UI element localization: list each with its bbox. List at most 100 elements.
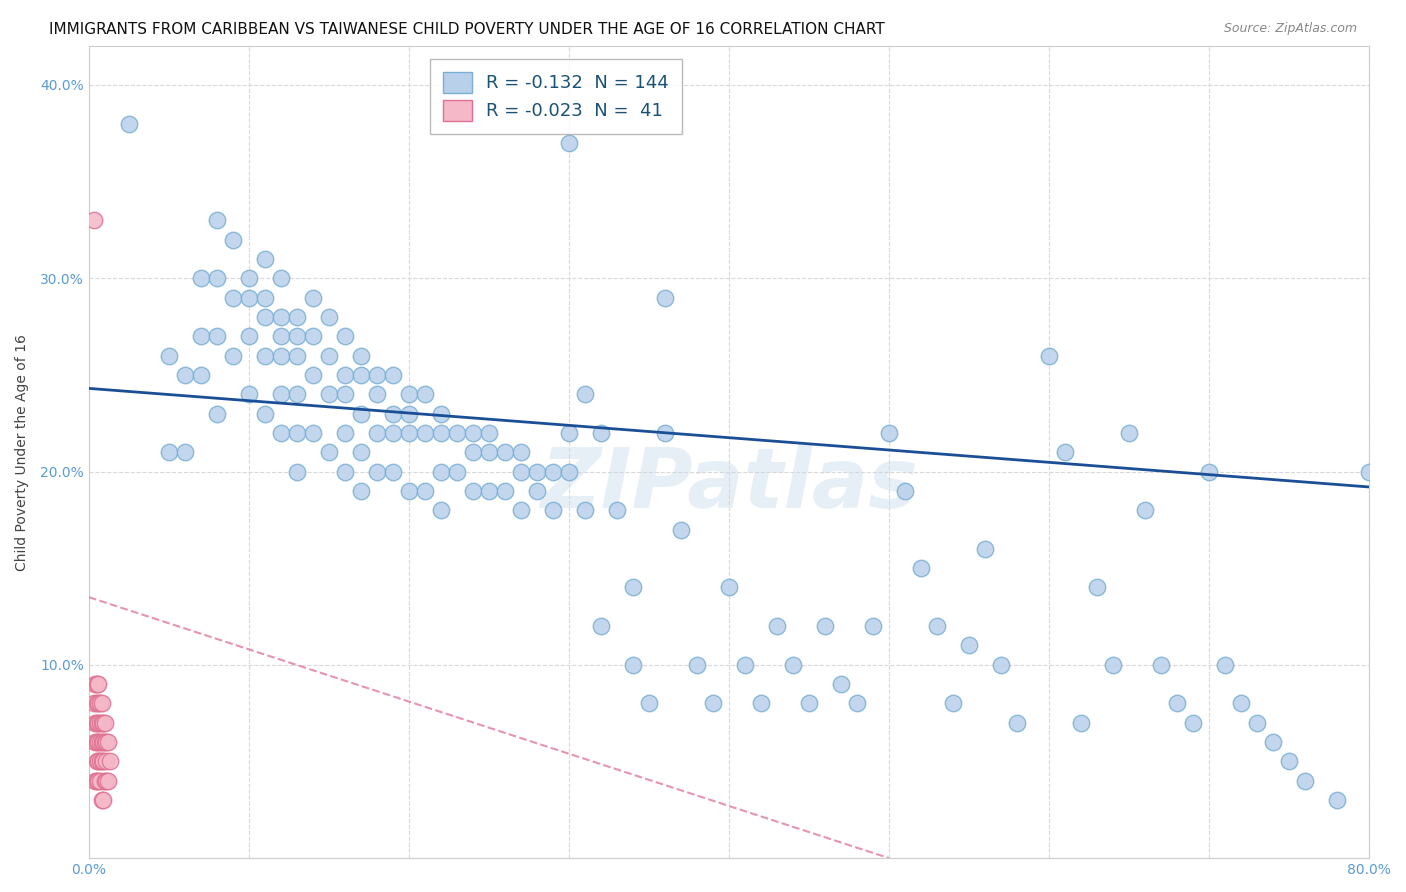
Point [446,465,468,479]
Point [894,483,917,498]
Point [461,425,484,440]
Text: ZIPatlas: ZIPatlas [540,444,918,525]
Point [589,619,612,633]
Point [621,581,644,595]
Point [205,329,228,343]
Point [830,677,852,691]
Point [285,329,308,343]
Point [990,657,1012,672]
Point [1070,715,1092,730]
Point [366,387,388,401]
Point [413,425,436,440]
Point [366,425,388,440]
Point [190,271,212,285]
Point [157,349,180,363]
Point [87,773,110,788]
Point [446,425,468,440]
Point [558,425,581,440]
Point [558,136,581,150]
Point [366,465,388,479]
Point [1085,581,1108,595]
Point [238,387,260,401]
Point [669,523,692,537]
Point [270,425,292,440]
Point [686,657,709,672]
Point [398,407,420,421]
Point [83,213,105,227]
Point [90,697,112,711]
Point [94,773,117,788]
Point [461,483,484,498]
Point [83,697,105,711]
Point [749,697,772,711]
Point [90,735,112,749]
Point [814,619,837,633]
Point [1278,755,1301,769]
Point [96,773,118,788]
Point [350,368,373,382]
Point [1118,425,1140,440]
Point [91,793,114,807]
Point [942,697,965,711]
Point [1182,715,1205,730]
Point [270,329,292,343]
Point [84,715,107,730]
Point [1326,793,1348,807]
Point [478,425,501,440]
Point [97,735,120,749]
Point [285,387,308,401]
Point [318,349,340,363]
Point [509,445,531,459]
Point [478,445,501,459]
Point [333,368,356,382]
Point [797,697,820,711]
Legend: R = -0.132  N = 144, R = -0.023  N =  41: R = -0.132 N = 144, R = -0.023 N = 41 [430,59,682,134]
Point [541,503,564,517]
Point [398,387,420,401]
Point [1005,715,1028,730]
Point [96,735,118,749]
Point [1102,657,1125,672]
Point [87,755,110,769]
Point [87,677,110,691]
Point [84,735,107,749]
Point [702,697,724,711]
Point [205,271,228,285]
Point [621,657,644,672]
Point [589,425,612,440]
Point [381,368,404,382]
Point [238,291,260,305]
Point [974,541,997,556]
Point [222,233,245,247]
Point [87,697,110,711]
Point [766,619,789,633]
Point [302,291,325,305]
Point [270,310,292,324]
Point [97,773,120,788]
Text: IMMIGRANTS FROM CARIBBEAN VS TAIWANESE CHILD POVERTY UNDER THE AGE OF 16 CORRELA: IMMIGRANTS FROM CARIBBEAN VS TAIWANESE C… [49,22,884,37]
Point [205,213,228,227]
Point [398,425,420,440]
Point [86,755,108,769]
Point [734,657,756,672]
Point [270,349,292,363]
Point [381,407,404,421]
Point [318,310,340,324]
Point [89,697,111,711]
Point [190,329,212,343]
Point [302,329,325,343]
Point [238,329,260,343]
Point [157,445,180,459]
Point [86,697,108,711]
Point [1230,697,1253,711]
Point [526,465,548,479]
Y-axis label: Child Poverty Under the Age of 16: Child Poverty Under the Age of 16 [15,334,30,571]
Point [1198,465,1220,479]
Point [302,425,325,440]
Point [430,465,453,479]
Point [430,503,453,517]
Point [238,271,260,285]
Point [957,639,980,653]
Point [90,793,112,807]
Point [1150,657,1173,672]
